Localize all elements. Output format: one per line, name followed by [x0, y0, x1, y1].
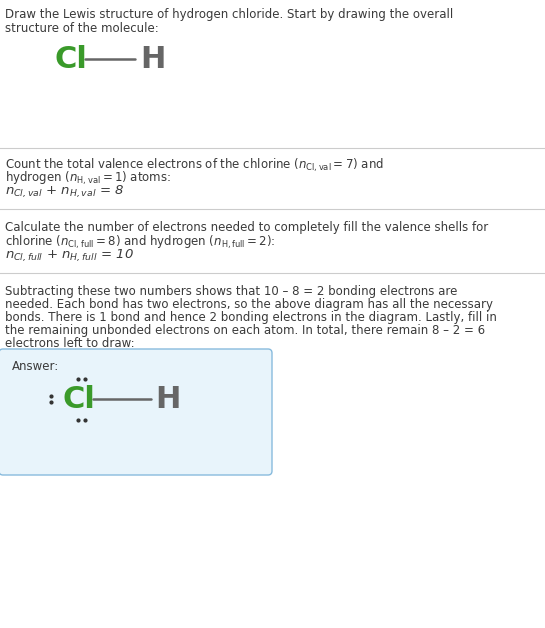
Text: $n_{\mathregular{Cl,val}}$ + $n_{\mathregular{H,val}}$ = 8: $n_{\mathregular{Cl,val}}$ + $n_{\mathre… — [5, 184, 124, 200]
Text: needed. Each bond has two electrons, so the above diagram has all the necessary: needed. Each bond has two electrons, so … — [5, 298, 493, 311]
Text: Cl: Cl — [62, 385, 95, 414]
Text: H: H — [155, 385, 180, 414]
FancyBboxPatch shape — [0, 349, 272, 475]
Text: Calculate the number of electrons needed to completely fill the valence shells f: Calculate the number of electrons needed… — [5, 221, 488, 234]
Text: hydrogen ($n_{\mathregular{H,val}} = 1$) atoms:: hydrogen ($n_{\mathregular{H,val}} = 1$)… — [5, 170, 171, 187]
Text: Subtracting these two numbers shows that 10 – 8 = 2 bonding electrons are: Subtracting these two numbers shows that… — [5, 285, 457, 298]
Text: $n_{\mathregular{Cl,full}}$ + $n_{\mathregular{H,full}}$ = 10: $n_{\mathregular{Cl,full}}$ + $n_{\mathr… — [5, 248, 134, 264]
Text: chlorine ($n_{\mathregular{Cl,full}} = 8$) and hydrogen ($n_{\mathregular{H,full: chlorine ($n_{\mathregular{Cl,full}} = 8… — [5, 234, 276, 251]
Text: electrons left to draw:: electrons left to draw: — [5, 337, 135, 350]
Text: structure of the molecule:: structure of the molecule: — [5, 22, 159, 35]
Text: Count the total valence electrons of the chlorine ($n_{\mathregular{Cl,val}} = 7: Count the total valence electrons of the… — [5, 157, 384, 175]
Text: H: H — [140, 45, 165, 74]
Text: the remaining unbonded electrons on each atom. In total, there remain 8 – 2 = 6: the remaining unbonded electrons on each… — [5, 324, 485, 337]
Text: Draw the Lewis structure of hydrogen chloride. Start by drawing the overall: Draw the Lewis structure of hydrogen chl… — [5, 8, 453, 21]
Text: Cl: Cl — [55, 45, 88, 74]
Text: bonds. There is 1 bond and hence 2 bonding electrons in the diagram. Lastly, fil: bonds. There is 1 bond and hence 2 bondi… — [5, 311, 497, 324]
Text: Answer:: Answer: — [12, 360, 59, 373]
